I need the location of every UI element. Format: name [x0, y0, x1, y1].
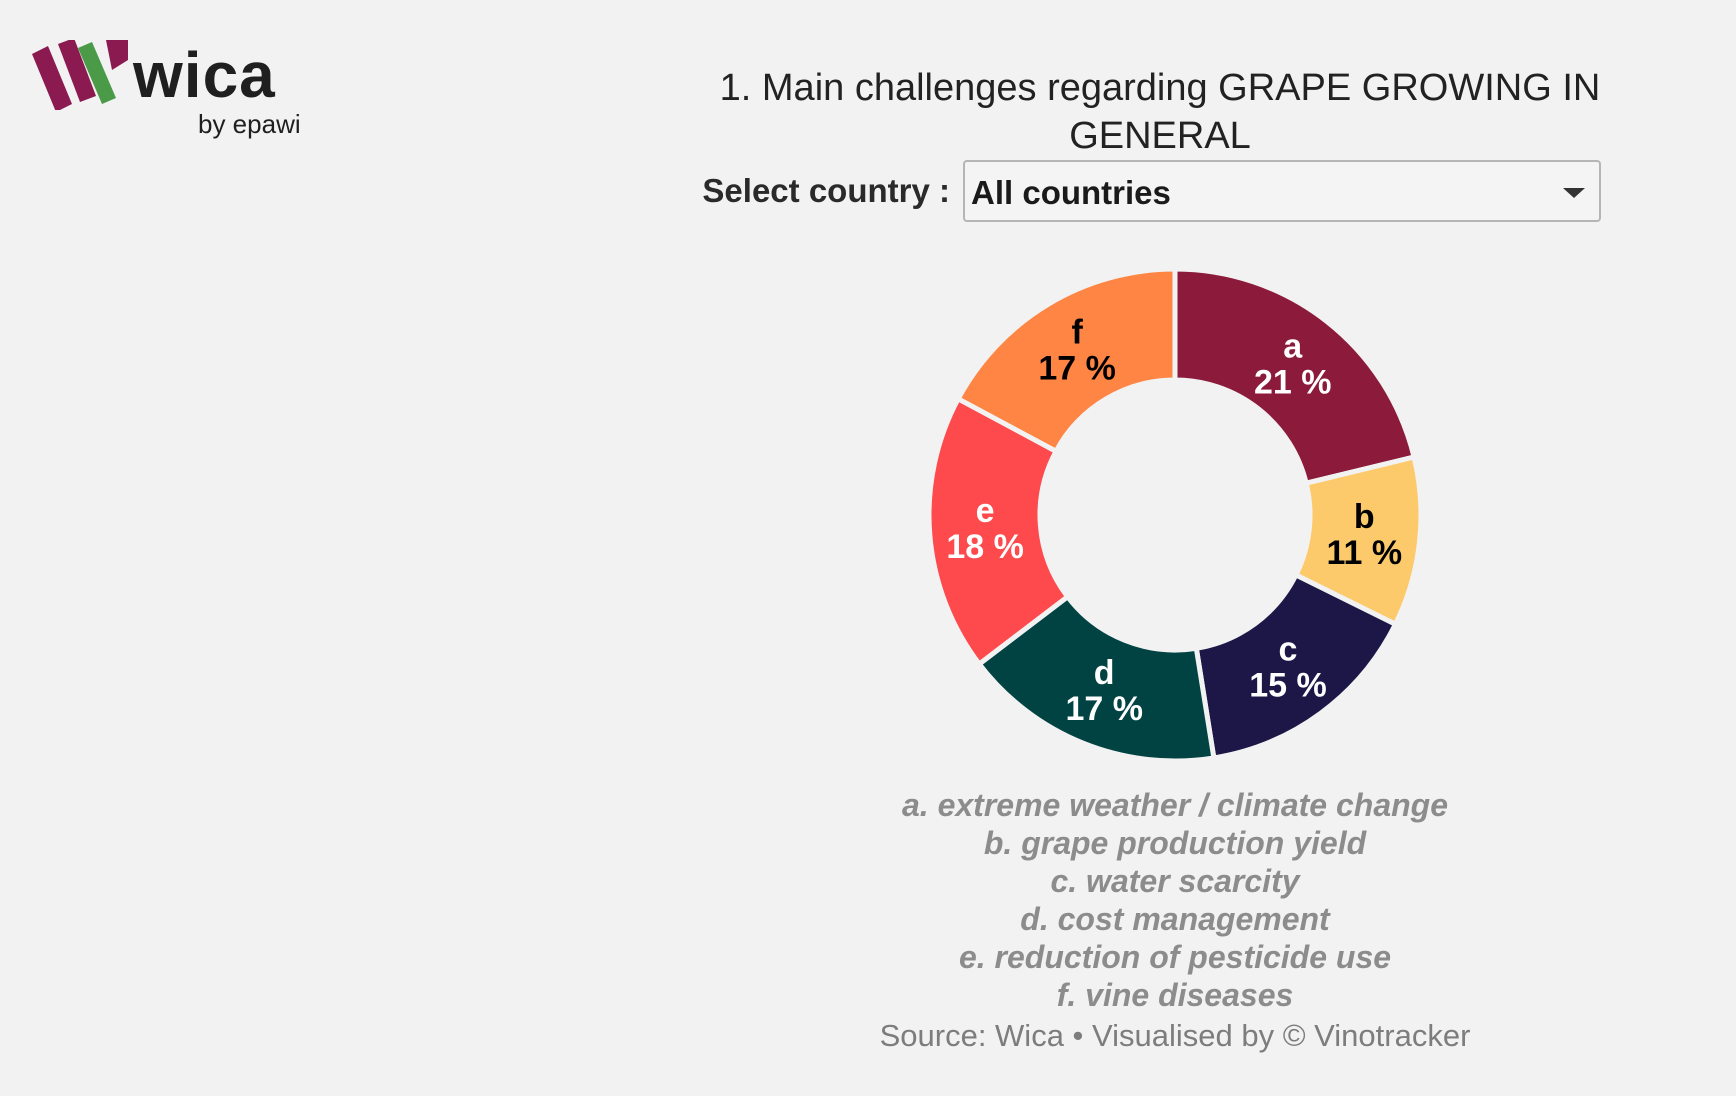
- legend-item-e: e. reduction of pesticide use: [958, 939, 1392, 975]
- donut-slice-d[interactable]: [976, 594, 1217, 764]
- logo-tagline: by epawi: [198, 109, 301, 139]
- slice-category-label: d: [1094, 654, 1115, 692]
- donut-slice-a[interactable]: [1172, 266, 1417, 486]
- source-credit: Source: Wica • Visualised by © Vinotrack…: [879, 1018, 1471, 1053]
- slice-value-label: 17 %: [1065, 690, 1143, 728]
- donut-slice-f[interactable]: [955, 266, 1178, 454]
- slice-value-label: 18 %: [946, 528, 1024, 566]
- chart-title: 1. Main challenges regarding GRAPE GROWI…: [719, 67, 1601, 157]
- donut-slice-e[interactable]: [926, 396, 1071, 667]
- country-select-value: All countries: [971, 174, 1171, 211]
- logo-wordmark: wica: [133, 39, 276, 111]
- legend-item-a: a. extreme weather / climate change: [901, 787, 1449, 823]
- slice-value-label: 21 %: [1254, 363, 1332, 401]
- legend-item-f: f. vine diseases: [1056, 977, 1294, 1013]
- chevron-down-icon[interactable]: [1563, 188, 1585, 198]
- legend-item-b: b. grape production yield: [983, 825, 1367, 861]
- slice-value-label: 17 %: [1038, 350, 1116, 388]
- slice-category-label: b: [1354, 498, 1375, 536]
- chart-legend: a. extreme weather / climate change b. g…: [800, 786, 1550, 1014]
- slice-category-label: a: [1283, 327, 1303, 365]
- slice-value-label: 15 %: [1249, 666, 1327, 704]
- slice-category-label: f: [1071, 314, 1083, 352]
- country-select[interactable]: All countries: [963, 160, 1601, 222]
- wica-logo-icon: [32, 40, 128, 110]
- slice-category-label: c: [1278, 630, 1297, 668]
- country-select-label: Select country :: [702, 172, 950, 209]
- slice-category-label: e: [976, 492, 995, 530]
- slice-value-label: 11 %: [1327, 534, 1403, 572]
- legend-item-c: c. water scarcity: [1050, 863, 1300, 899]
- wica-logo: wica by epawi: [28, 40, 328, 150]
- legend-item-d: d. cost management: [1020, 901, 1330, 937]
